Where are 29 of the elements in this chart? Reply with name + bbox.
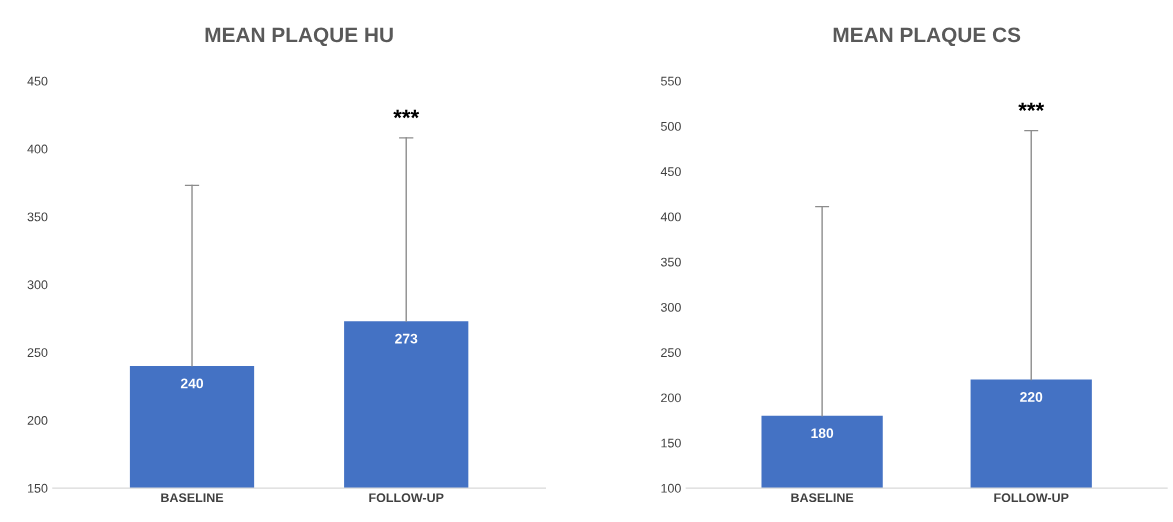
y-tick-label: 350 (27, 212, 48, 222)
y-tick-label: 450 (27, 76, 48, 86)
x-tick-label: BASELINE (161, 493, 224, 503)
y-tick-label: 300 (660, 302, 681, 312)
chart-title: MEAN PLAQUE CS (833, 27, 1021, 47)
y-tick-label: 200 (661, 393, 681, 403)
y-tick-label: 250 (27, 348, 48, 357)
y-tick-label: 250 (661, 348, 681, 357)
y-tick-label: 500 (660, 121, 681, 131)
data-label: 180 (811, 428, 834, 439)
chart-title: MEAN PLAQUE HU (205, 27, 393, 47)
y-tick-label: 350 (660, 257, 681, 267)
y-tick-label: 400 (660, 212, 681, 222)
x-tick-label: FOLLOW-UP (994, 493, 1069, 503)
x-tick-label: BASELINE (791, 493, 854, 503)
data-label: 220 (1020, 392, 1043, 402)
y-tick-label: 400 (27, 144, 48, 154)
y-tick-label: 450 (660, 167, 681, 177)
y-tick-label: 550 (660, 76, 681, 86)
annotation: *** (1018, 102, 1045, 111)
data-label: 273 (395, 333, 418, 344)
x-tick-label: FOLLOW-UP (369, 493, 444, 503)
y-tick-label: 200 (27, 416, 48, 425)
y-tick-label: 300 (27, 280, 48, 290)
data-label: 240 (180, 378, 204, 389)
y-tick-label: 150 (28, 483, 48, 493)
y-tick-label: 100 (661, 483, 681, 493)
y-tick-label: 150 (661, 438, 681, 448)
annotation: *** (393, 109, 420, 119)
